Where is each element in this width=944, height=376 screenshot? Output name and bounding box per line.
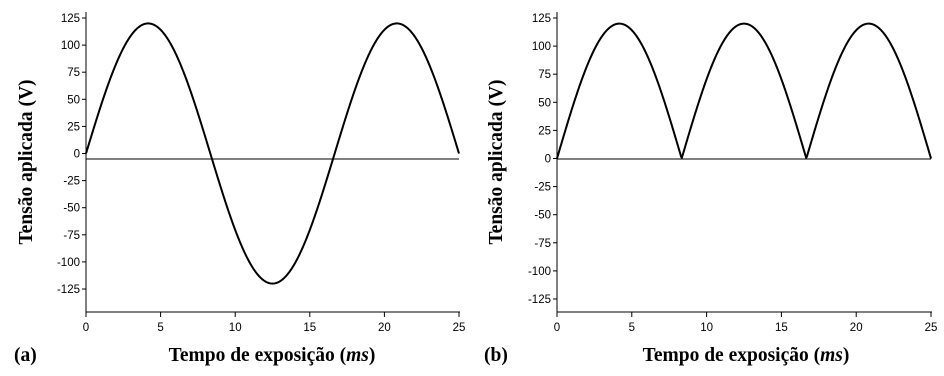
x-tick-label: 20 xyxy=(850,322,863,334)
y-tick-label: 0 xyxy=(545,154,551,166)
x-tick-label: 5 xyxy=(629,322,635,334)
panel-b-label: (b) xyxy=(484,345,508,366)
y-tick-label: 75 xyxy=(67,67,80,79)
y-tick-label: 50 xyxy=(538,97,551,109)
panel-a-label: (a) xyxy=(14,345,37,366)
y-tick-label: 0 xyxy=(74,149,80,161)
y-tick-label: -50 xyxy=(534,210,551,222)
x-tick-label: 20 xyxy=(378,322,391,334)
x-tick-label: 10 xyxy=(229,322,242,334)
panel-a-xlabel: Tempo de exposição (ms) xyxy=(169,345,376,366)
panel-a-series-line xyxy=(85,22,460,285)
y-tick-label: -100 xyxy=(57,257,80,269)
x-tick-label: 0 xyxy=(554,322,560,334)
x-tick-label: 25 xyxy=(453,322,466,334)
x-tick-label: 5 xyxy=(157,322,163,334)
y-tick-label: -100 xyxy=(528,266,551,278)
x-tick-label: 0 xyxy=(83,322,89,334)
panel-b-y-ticks: 125 100 75 50 25 0 -25 -50 -75 -100 -125 xyxy=(528,13,557,306)
y-tick-label: 100 xyxy=(532,41,551,53)
y-tick-label: -75 xyxy=(63,230,80,242)
y-tick-label: 125 xyxy=(532,13,551,25)
panel-a-y-ticks: 125 100 75 50 25 0 -25 -50 -75 -100 -125 xyxy=(57,13,86,296)
y-tick-label: -125 xyxy=(57,284,80,296)
panel-b-ylabel: Tensão aplicada (V) xyxy=(486,79,507,244)
x-tick-label: 10 xyxy=(700,322,713,334)
x-tick-label: 15 xyxy=(303,322,316,334)
x-tick-label: 25 xyxy=(925,322,938,334)
y-tick-label: 75 xyxy=(538,69,551,81)
y-tick-label: 125 xyxy=(61,13,80,25)
panel-b-x-ticks: 0 5 10 15 20 25 xyxy=(554,312,938,334)
y-tick-label: -25 xyxy=(534,182,551,194)
y-tick-label: 25 xyxy=(538,125,551,137)
panel-b: 125 100 75 50 25 0 -25 -50 -75 -100 -125 0 5 10 15 20 2… xyxy=(484,12,937,366)
y-tick-label: -50 xyxy=(63,203,80,215)
y-tick-label: -25 xyxy=(63,176,80,188)
panel-b-xlabel: Tempo de exposição (ms) xyxy=(643,345,850,366)
panel-a-ylabel: Tensão aplicada (V) xyxy=(16,79,37,244)
panel-b-series-line xyxy=(556,22,932,159)
y-tick-label: -125 xyxy=(528,294,551,306)
y-tick-label: 25 xyxy=(67,121,80,133)
panel-a: 125 100 75 50 25 0 -25 -50 -75 -100 -125 0 5 10 15 20 2… xyxy=(14,12,465,366)
y-tick-label: -75 xyxy=(534,238,551,250)
y-tick-label: 100 xyxy=(61,40,80,52)
y-tick-label: 50 xyxy=(67,94,80,106)
panel-a-x-ticks: 0 5 10 15 20 25 xyxy=(83,312,466,334)
x-tick-label: 15 xyxy=(775,322,788,334)
